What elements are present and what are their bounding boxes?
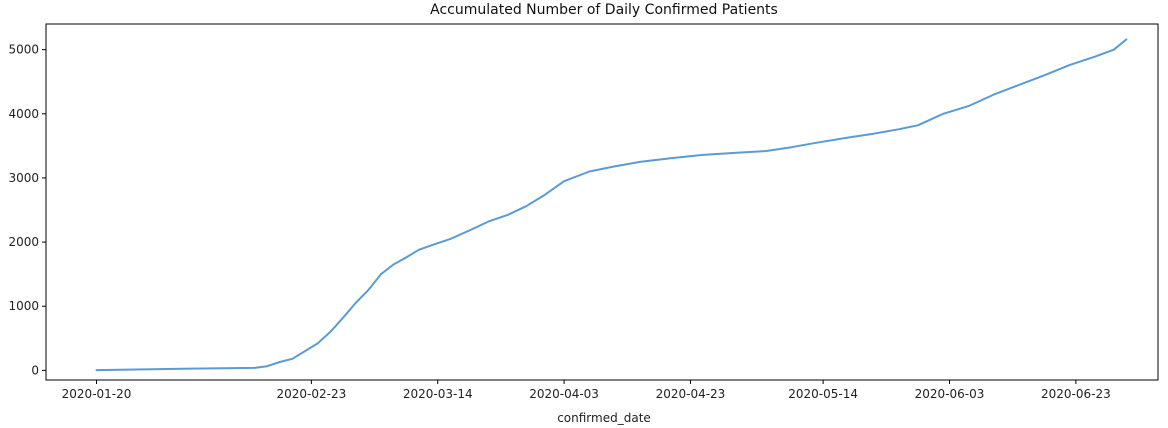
x-tick-label: 2020-05-14 [788,387,858,401]
x-tick-label: 2020-04-23 [656,387,726,401]
plot-frame [45,23,1159,381]
x-tick-label: 2020-04-03 [529,387,599,401]
series-line [95,38,1128,372]
y-tick-label: 0 [31,363,39,377]
x-tick-label: 2020-06-23 [1041,387,1111,401]
x-axis: 2020-01-20 2020-02-23 2020-03-14 2020-04-03… [62,380,1111,401]
y-tick-label: 3000 [8,171,39,185]
x-tick-label: 2020-01-20 [62,387,132,401]
x-tick-label: 2020-02-23 [276,387,346,401]
y-tick-label: 1000 [8,299,39,313]
y-tick-label: 4000 [8,107,39,121]
y-tick-label: 2000 [8,235,39,249]
y-tick-label: 5000 [8,43,39,57]
x-tick-label: 2020-03-14 [403,387,473,401]
y-axis: 0 1000 2000 3000 4000 5000 [8,43,46,377]
chart-title: Accumulated Number of Daily Confirmed Pa… [430,2,778,18]
x-axis-label: confirmed_date [557,411,651,425]
x-tick-label: 2020-06-03 [915,387,985,401]
